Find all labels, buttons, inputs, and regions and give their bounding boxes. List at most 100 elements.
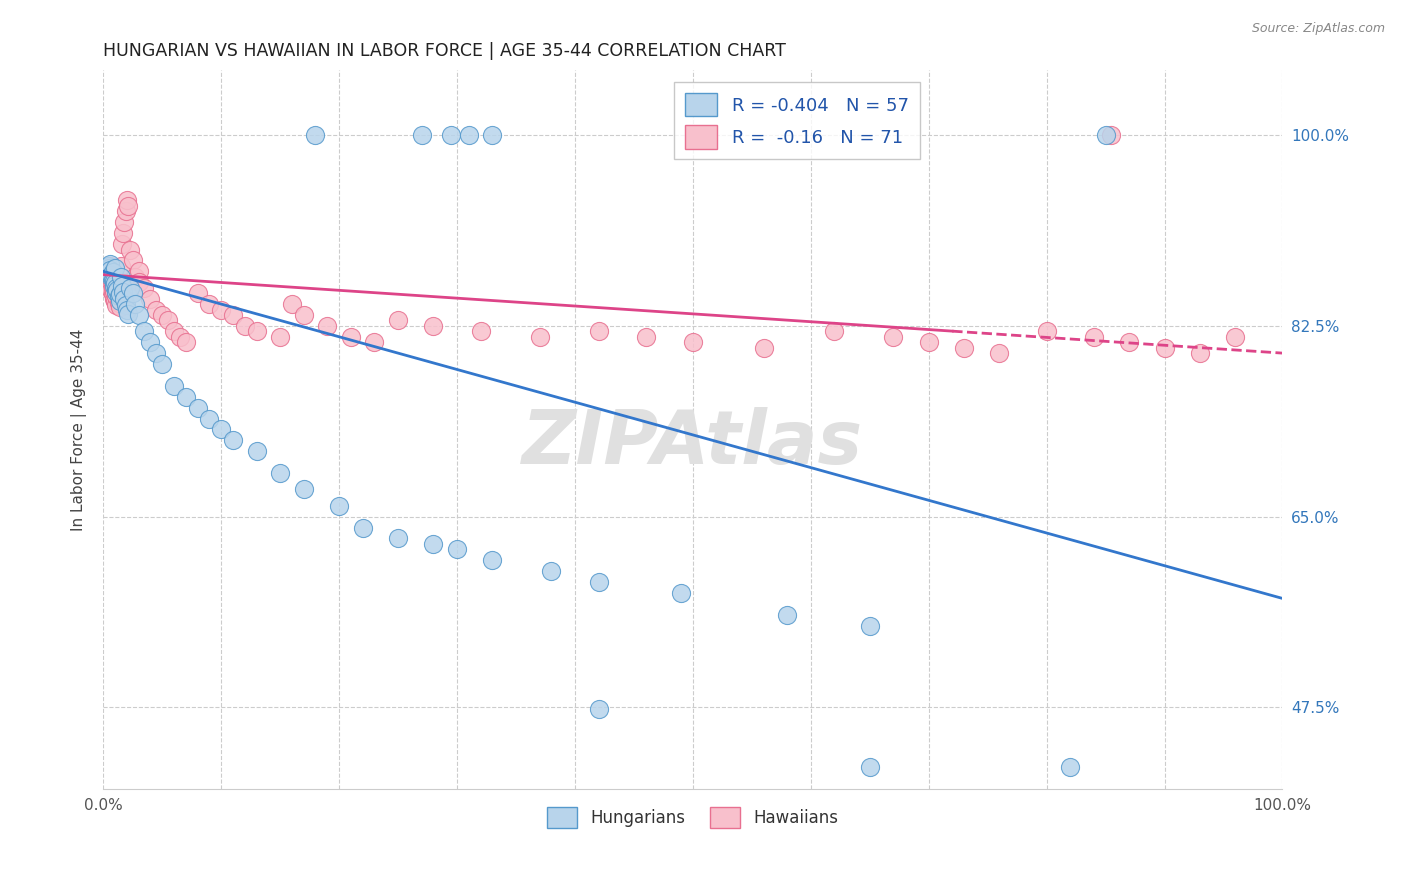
Point	[104, 261, 127, 276]
Point	[269, 466, 291, 480]
Point	[422, 537, 444, 551]
Point	[363, 335, 385, 350]
Point	[209, 302, 232, 317]
Point	[103, 274, 125, 288]
Point	[222, 308, 245, 322]
Point	[457, 128, 479, 142]
Point	[481, 128, 503, 142]
Point	[105, 283, 128, 297]
Point	[1225, 330, 1247, 344]
Point	[104, 277, 127, 291]
Point	[198, 297, 221, 311]
Point	[139, 335, 162, 350]
Point	[163, 324, 186, 338]
Point	[953, 341, 976, 355]
Point	[105, 281, 128, 295]
Point	[114, 298, 136, 312]
Point	[269, 330, 291, 344]
Point	[169, 330, 191, 344]
Point	[145, 302, 167, 317]
Point	[1101, 128, 1123, 142]
Point	[96, 264, 118, 278]
Point	[115, 194, 138, 208]
Point	[101, 287, 124, 301]
Point	[96, 269, 118, 284]
Point	[209, 422, 232, 436]
Point	[245, 324, 267, 338]
Point	[114, 204, 136, 219]
Point	[100, 269, 122, 284]
Point	[422, 318, 444, 333]
Point	[157, 313, 180, 327]
Point	[105, 298, 128, 312]
Point	[108, 301, 131, 315]
Point	[440, 128, 463, 142]
Point	[134, 324, 156, 338]
Text: HUNGARIAN VS HAWAIIAN IN LABOR FORCE | AGE 35-44 CORRELATION CHART: HUNGARIAN VS HAWAIIAN IN LABOR FORCE | A…	[103, 42, 786, 60]
Point	[150, 308, 173, 322]
Point	[98, 257, 121, 271]
Point	[112, 226, 135, 240]
Point	[101, 265, 124, 279]
Point	[776, 607, 799, 622]
Point	[100, 283, 122, 297]
Point	[103, 285, 125, 299]
Point	[1118, 335, 1140, 350]
Point	[752, 341, 775, 355]
Point	[328, 499, 350, 513]
Point	[387, 313, 409, 327]
Point	[120, 243, 142, 257]
Point	[233, 318, 256, 333]
Point	[316, 318, 339, 333]
Point	[108, 281, 131, 295]
Point	[387, 532, 409, 546]
Point	[134, 281, 156, 295]
Point	[588, 701, 610, 715]
Point	[105, 285, 128, 299]
Point	[918, 335, 941, 350]
Point	[120, 281, 142, 295]
Point	[859, 618, 882, 632]
Point	[540, 564, 562, 578]
Point	[108, 287, 131, 301]
Point	[411, 128, 433, 142]
Point	[292, 483, 315, 497]
Point	[98, 261, 121, 276]
Point	[108, 293, 131, 308]
Point	[128, 264, 150, 278]
Point	[352, 520, 374, 534]
Point	[988, 346, 1011, 360]
Point	[100, 268, 122, 282]
Point	[187, 401, 209, 415]
Point	[128, 275, 150, 289]
Point	[1059, 760, 1081, 774]
Point	[882, 330, 904, 344]
Point	[446, 542, 468, 557]
Point	[529, 330, 551, 344]
Point	[104, 268, 127, 282]
Point	[97, 275, 120, 289]
Text: ZIPAtlas: ZIPAtlas	[522, 408, 863, 480]
Point	[281, 297, 304, 311]
Point	[121, 253, 143, 268]
Point	[97, 259, 120, 273]
Point	[245, 444, 267, 458]
Point	[103, 278, 125, 293]
Point	[1094, 128, 1116, 142]
Point	[110, 269, 132, 284]
Point	[103, 292, 125, 306]
Point	[111, 278, 134, 293]
Point	[98, 259, 121, 273]
Point	[340, 330, 363, 344]
Point	[174, 335, 197, 350]
Point	[634, 330, 657, 344]
Point	[163, 379, 186, 393]
Point	[139, 292, 162, 306]
Point	[101, 281, 124, 295]
Point	[304, 128, 326, 142]
Legend: Hungarians, Hawaiians: Hungarians, Hawaiians	[540, 800, 845, 835]
Point	[111, 237, 134, 252]
Point	[115, 302, 138, 317]
Point	[114, 292, 136, 306]
Point	[150, 357, 173, 371]
